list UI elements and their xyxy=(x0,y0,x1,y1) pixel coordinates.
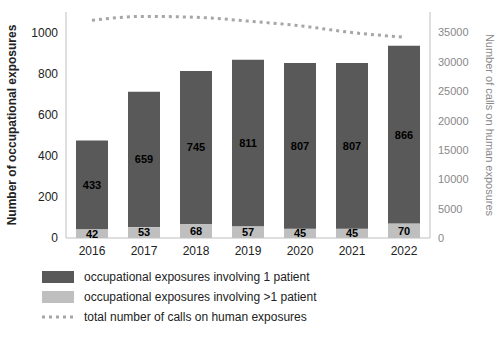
svg-text:807: 807 xyxy=(343,140,361,152)
svg-text:53: 53 xyxy=(138,226,150,238)
svg-text:400: 400 xyxy=(38,149,58,163)
svg-text:2020: 2020 xyxy=(287,244,314,258)
svg-text:Number of occupational exposur: Number of occupational exposures xyxy=(8,24,19,225)
svg-text:45: 45 xyxy=(346,227,358,239)
svg-text:68: 68 xyxy=(190,225,202,237)
svg-text:2017: 2017 xyxy=(131,244,158,258)
svg-text:0: 0 xyxy=(438,232,444,244)
svg-text:70: 70 xyxy=(398,225,410,237)
svg-text:0: 0 xyxy=(51,231,58,245)
svg-text:600: 600 xyxy=(38,108,58,122)
html-text:occupational exposures involvi: occupational exposures involving 1 patie… xyxy=(84,270,310,284)
svg-text:45: 45 xyxy=(294,227,306,239)
svg-text:807: 807 xyxy=(291,140,309,152)
svg-text:Number of calls on human expos: Number of calls on human exposures xyxy=(484,34,492,217)
svg-text:866: 866 xyxy=(395,129,413,141)
svg-text:745: 745 xyxy=(187,141,205,153)
svg-text:2022: 2022 xyxy=(391,244,418,258)
svg-text:2016: 2016 xyxy=(79,244,106,258)
svg-text:35000: 35000 xyxy=(438,26,469,38)
svg-text:1000: 1000 xyxy=(31,26,58,40)
svg-text:811: 811 xyxy=(239,137,257,149)
svg-text:30000: 30000 xyxy=(438,56,469,68)
svg-text:10000: 10000 xyxy=(438,173,469,185)
svg-text:20000: 20000 xyxy=(438,115,469,127)
svg-text:800: 800 xyxy=(38,67,58,81)
svg-text:2019: 2019 xyxy=(235,244,262,258)
svg-text:433: 433 xyxy=(83,179,101,191)
html-text:occupational exposures involvi: occupational exposures involving >1 pati… xyxy=(84,290,317,304)
svg-text:25000: 25000 xyxy=(438,85,469,97)
svg-text:15000: 15000 xyxy=(438,144,469,156)
svg-text:57: 57 xyxy=(242,226,254,238)
html-text:total number of calls on human: total number of calls on human exposures xyxy=(84,310,307,324)
svg-text:659: 659 xyxy=(135,153,153,165)
svg-text:200: 200 xyxy=(38,190,58,204)
svg-text:42: 42 xyxy=(86,228,98,240)
svg-text:2021: 2021 xyxy=(339,244,366,258)
svg-text:5000: 5000 xyxy=(438,203,462,215)
svg-text:2018: 2018 xyxy=(183,244,210,258)
